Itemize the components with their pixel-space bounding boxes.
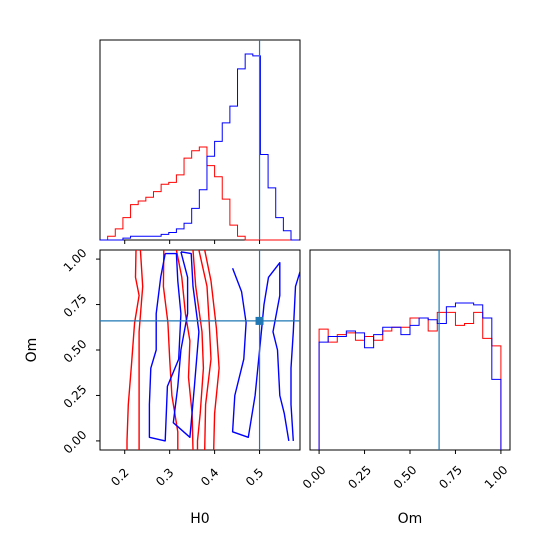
hist-om-x-tick-label-1: 0.25 xyxy=(345,463,374,492)
joint-x-tick-label-0: 0.2 xyxy=(108,465,131,488)
contour-red-6 xyxy=(204,250,220,450)
hist-om-frame xyxy=(309,249,511,451)
joint-y-axis-label: Om xyxy=(24,338,40,363)
contour-red-1 xyxy=(138,250,144,450)
hist-h0-series-blue xyxy=(100,53,299,241)
hist-om-x-tick-label-2: 0.50 xyxy=(391,463,420,492)
joint-contours xyxy=(126,250,300,450)
hist-om-series-blue xyxy=(318,302,502,450)
joint-y-tick-label-0: 0.00 xyxy=(61,428,90,457)
hist-h0-series-red xyxy=(100,146,299,241)
hist-h0-panel xyxy=(99,39,301,244)
hist-om-panel: 0.00 0.25 0.50 0.75 1.00 Om xyxy=(300,249,511,527)
hist-om-x-tick-label-3: 0.75 xyxy=(436,463,465,492)
joint-x-tick-label-3: 0.5 xyxy=(243,465,266,488)
hist-om-x-tick-label-0: 0.00 xyxy=(300,463,329,492)
contour-red-4 xyxy=(192,250,205,450)
joint-x-tick-label-1: 0.3 xyxy=(153,465,176,488)
joint-y-tick-label-3: 0.75 xyxy=(61,291,90,320)
contour-red-2 xyxy=(162,250,179,450)
contour-blue-8 xyxy=(172,251,200,438)
hist-h0-frame xyxy=(99,39,301,241)
joint-y-tick-label-4: 1.00 xyxy=(61,246,90,275)
hist-om-x-tick-label-4: 1.00 xyxy=(482,463,511,492)
contour-red-5 xyxy=(198,250,212,450)
contour-red-0 xyxy=(126,250,140,450)
contour-blue-7 xyxy=(148,252,182,442)
joint-x-axis-label: H0 xyxy=(190,511,209,527)
contour-blue-10 xyxy=(290,271,300,441)
joint-h0-om-panel: 0.2 0.3 0.4 0.5 0.00 0.25 0.50 0.75 1.00 H0 Om xyxy=(24,246,301,527)
hist-om-x-axis-label: Om xyxy=(398,511,423,527)
contour-blue-9 xyxy=(231,262,290,442)
joint-x-tick-label-2: 0.4 xyxy=(198,465,221,488)
joint-y-tick-label-2: 0.50 xyxy=(61,337,90,366)
joint-truth-marker xyxy=(255,316,264,325)
joint-y-tick-label-1: 0.25 xyxy=(61,382,90,411)
